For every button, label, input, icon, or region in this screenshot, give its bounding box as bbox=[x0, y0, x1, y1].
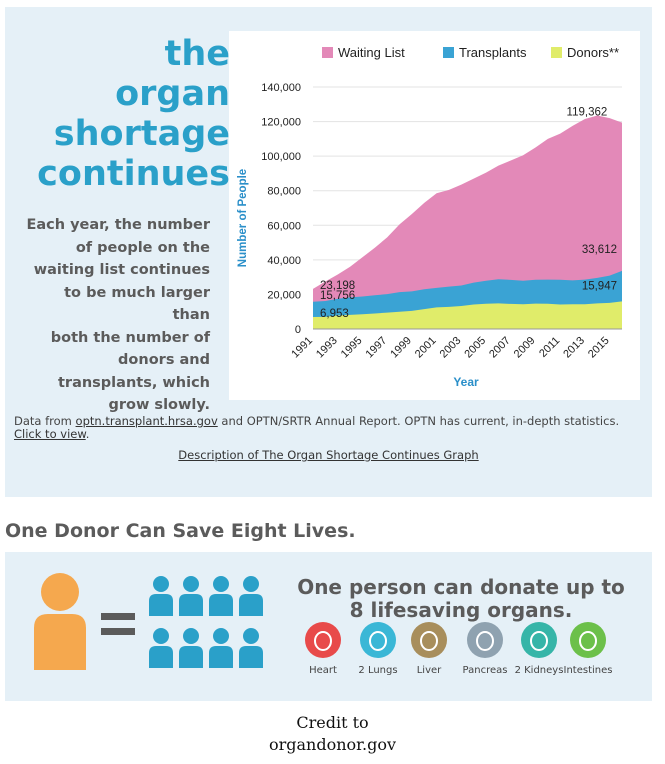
data-source-note: Data from optn.transplant.hrsa.gov and O… bbox=[14, 415, 642, 441]
pancreas-icon bbox=[467, 622, 503, 658]
description-line: waiting list continues bbox=[33, 262, 210, 278]
headline-line-1: the bbox=[164, 34, 230, 74]
source-suffix: . bbox=[85, 427, 90, 441]
graph-description-link[interactable]: Description of The Organ Shortage Contin… bbox=[178, 448, 479, 462]
legend-swatch bbox=[443, 47, 454, 58]
organ-item: Liver bbox=[396, 622, 462, 676]
recipient-person-icon bbox=[209, 628, 233, 668]
source-middle: and OPTN/SRTR Annual Report. OPTN has cu… bbox=[217, 414, 620, 428]
description-line: donors and bbox=[118, 352, 210, 368]
description: Each year, the number of people on the w… bbox=[26, 214, 210, 417]
x-tick-label: 2011 bbox=[537, 335, 562, 360]
y-tick-label: 0 bbox=[295, 324, 301, 336]
credit-line-2: organdonor.gov bbox=[268, 735, 397, 754]
description-line: to be much larger than bbox=[64, 284, 210, 324]
legend-label: Waiting List bbox=[338, 45, 405, 60]
headline-line-3: shortage bbox=[53, 114, 230, 154]
organ-label: Intestines bbox=[563, 665, 613, 676]
organ-label: 2 Lungs bbox=[358, 665, 398, 676]
data-label: 15,756 bbox=[320, 290, 355, 302]
organ-item: 2 Kidneys bbox=[506, 622, 572, 676]
x-tick-label: 2013 bbox=[561, 335, 587, 361]
recipient-person-icon bbox=[149, 628, 173, 668]
equals-icon-bar bbox=[101, 628, 135, 635]
series-area bbox=[313, 301, 622, 329]
organ-label: Heart bbox=[309, 665, 337, 676]
description-line: grow slowly. bbox=[108, 397, 211, 413]
recipient-person-icon bbox=[179, 576, 203, 616]
x-tick-label: 1995 bbox=[339, 335, 365, 361]
section-title: One Donor Can Save Eight Lives. bbox=[5, 520, 356, 542]
credit: Credit to organdonor.gov bbox=[0, 712, 665, 756]
x-tick-label: 1997 bbox=[363, 335, 389, 361]
organ-item: Intestines bbox=[555, 622, 621, 676]
y-axis-title: Number of People bbox=[237, 169, 249, 267]
legend-label: Transplants bbox=[459, 45, 527, 60]
heart-icon bbox=[305, 622, 341, 658]
y-tick-label: 20,000 bbox=[267, 289, 301, 301]
data-label: 6,953 bbox=[320, 308, 349, 320]
x-tick-label: 2001 bbox=[413, 335, 439, 361]
recipient-person-icon bbox=[239, 628, 263, 668]
organ-item: Pancreas bbox=[452, 622, 518, 676]
data-label: 23,198 bbox=[320, 280, 355, 292]
organ-label: Pancreas bbox=[462, 665, 508, 676]
legend-swatch bbox=[551, 47, 562, 58]
headline: the organ shortage continues bbox=[20, 34, 230, 194]
kidneys-icon bbox=[521, 622, 557, 658]
legend-label: Donors** bbox=[567, 45, 619, 60]
credit-line-1: Credit to bbox=[296, 713, 369, 732]
x-tick-label: 2009 bbox=[512, 335, 538, 361]
description-line: of people on the bbox=[75, 239, 210, 256]
area-chart: 0 20,000 40,000 60,000 80,000 100,000 120,000 1… bbox=[237, 45, 622, 389]
y-tick-label: 60,000 bbox=[267, 220, 301, 232]
recipient-person-icon bbox=[149, 576, 173, 616]
headline-line-4: continues bbox=[37, 154, 230, 194]
y-tick-label: 40,000 bbox=[267, 255, 301, 267]
x-tick-label: 1991 bbox=[289, 335, 315, 361]
x-tick-label: 1993 bbox=[314, 335, 340, 361]
legend-swatch bbox=[322, 47, 333, 58]
optn-link[interactable]: optn.transplant.hrsa.gov bbox=[75, 414, 218, 428]
chart-container: 0 20,000 40,000 60,000 80,000 100,000 120,000 1… bbox=[229, 31, 640, 400]
organ-item: Heart bbox=[290, 622, 356, 676]
description-line: Each year, the number bbox=[26, 217, 210, 233]
data-label: 15,947 bbox=[582, 280, 617, 292]
description-line: transplants, which bbox=[57, 374, 210, 391]
y-tick-label: 120,000 bbox=[261, 117, 301, 129]
description-line: both the number of bbox=[50, 329, 210, 346]
tagline: One person can donate up to 8 lifesaving… bbox=[297, 575, 625, 622]
y-tick-label: 100,000 bbox=[261, 151, 301, 163]
liver-icon bbox=[411, 622, 447, 658]
x-tick-label: 2005 bbox=[462, 335, 488, 361]
x-tick-label: 2003 bbox=[438, 335, 464, 361]
recipient-person-icon bbox=[239, 576, 263, 616]
intestines-icon bbox=[570, 622, 606, 658]
donor-person-icon bbox=[34, 573, 86, 670]
organ-label: Liver bbox=[416, 665, 442, 676]
x-tick-label: 2007 bbox=[487, 335, 513, 361]
y-tick-label: 80,000 bbox=[267, 186, 301, 198]
graph-description: Description of The Organ Shortage Contin… bbox=[5, 448, 652, 462]
organ-item: 2 Lungs bbox=[345, 622, 411, 676]
recipient-person-icon bbox=[209, 576, 233, 616]
y-tick-label: 140,000 bbox=[261, 82, 301, 94]
data-label: 33,612 bbox=[582, 244, 617, 256]
click-to-view-link[interactable]: Click to view bbox=[14, 427, 86, 441]
x-tick-label: 1999 bbox=[388, 335, 414, 361]
series-area bbox=[313, 115, 622, 330]
data-label: 119,362 bbox=[567, 107, 608, 119]
x-tick-label: 2015 bbox=[586, 335, 612, 361]
headline-line-2: organ bbox=[115, 74, 230, 114]
x-axis-title: Year bbox=[453, 375, 479, 389]
lungs-icon bbox=[360, 622, 396, 658]
source-prefix: Data from bbox=[14, 414, 76, 428]
recipients-icon-group bbox=[149, 576, 263, 668]
organ-label: 2 Kidneys bbox=[514, 665, 564, 676]
equals-icon bbox=[101, 613, 135, 620]
recipient-person-icon bbox=[179, 628, 203, 668]
